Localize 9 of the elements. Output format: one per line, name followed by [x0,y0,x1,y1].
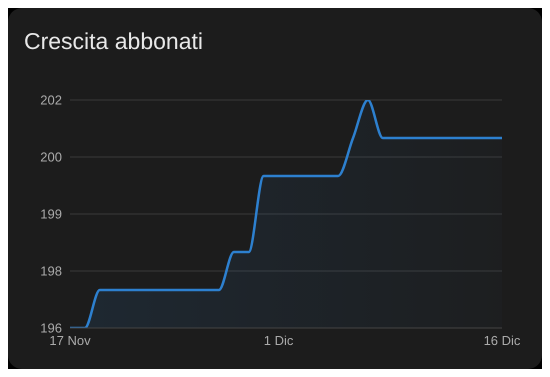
x-tick-label: 1 Dic [264,333,294,348]
y-tick-label: 196 [40,320,62,336]
y-tick-label: 200 [40,150,62,165]
chart-title: Crescita abbonati [24,28,203,55]
x-tick-label: 16 Dic [484,333,521,348]
y-tick-label: 202 [40,92,62,108]
y-tick-label: 198 [40,264,62,279]
x-tick-label: 17 Nov [49,333,92,348]
y-tick-label: 199 [40,206,62,222]
